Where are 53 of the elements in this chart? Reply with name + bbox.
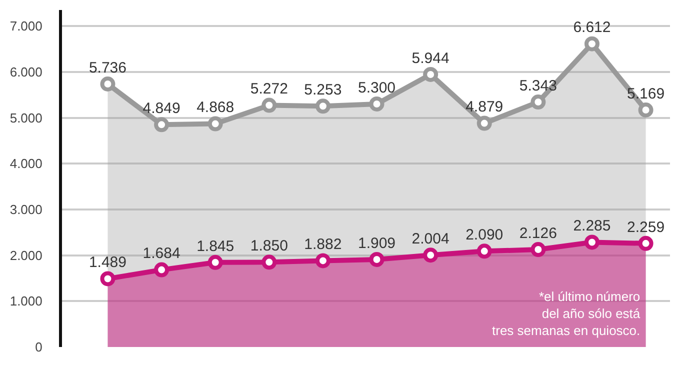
data-label: 4.849 — [142, 100, 180, 118]
data-label: 2.259 — [627, 218, 665, 236]
point — [584, 36, 600, 52]
data-label: 1.845 — [196, 238, 234, 255]
data-label: 1.909 — [358, 234, 396, 252]
y-tick-label: 4.000 — [10, 156, 42, 172]
data-label: 5.169 — [627, 85, 665, 102]
data-label: 6.612 — [573, 19, 611, 36]
data-label: 5.272 — [250, 80, 288, 98]
data-label: 1.684 — [142, 245, 180, 262]
data-label: 5.944 — [412, 50, 450, 67]
data-label: 5.343 — [519, 77, 557, 94]
point — [315, 98, 330, 114]
data-label: 2.004 — [412, 230, 450, 248]
point — [208, 254, 223, 270]
point — [100, 271, 116, 286]
point — [423, 66, 438, 82]
y-tick-label: 2.000 — [10, 248, 42, 263]
data-label: 5.253 — [304, 82, 342, 99]
y-tick-label: 1.000 — [10, 294, 42, 309]
y-tick-label: 7.000 — [10, 18, 42, 34]
point — [154, 262, 170, 278]
data-label: 2.285 — [573, 218, 611, 235]
data-label: 1.850 — [250, 238, 288, 255]
y-tick-label: 5.000 — [10, 110, 42, 126]
point — [369, 252, 384, 267]
data-label: 1.489 — [88, 254, 127, 272]
point — [476, 244, 492, 259]
y-tick-label: 0 — [35, 340, 42, 355]
point — [638, 102, 654, 118]
annotation: *el último número del año sólo está tres semanas en quiosco. — [492, 289, 641, 338]
point — [208, 116, 223, 132]
data-label: 4.879 — [466, 98, 504, 116]
point — [369, 96, 384, 112]
point — [154, 117, 170, 132]
data-label: 4.868 — [196, 99, 234, 116]
point — [100, 76, 116, 92]
data-label: 5.300 — [358, 79, 396, 96]
y-tick-label: 6.000 — [10, 64, 42, 80]
point — [530, 94, 546, 110]
data-label: 5.736 — [88, 59, 127, 76]
point — [530, 242, 546, 258]
point — [315, 253, 330, 268]
point — [423, 248, 438, 263]
point — [262, 254, 277, 270]
point — [584, 234, 600, 250]
data-label: 2.090 — [466, 226, 504, 244]
point — [262, 98, 277, 113]
data-label: 1.882 — [304, 236, 342, 254]
data-label: 2.126 — [519, 224, 557, 242]
point — [476, 116, 492, 131]
point — [638, 236, 654, 251]
y-tick-label: 3.000 — [10, 202, 42, 217]
